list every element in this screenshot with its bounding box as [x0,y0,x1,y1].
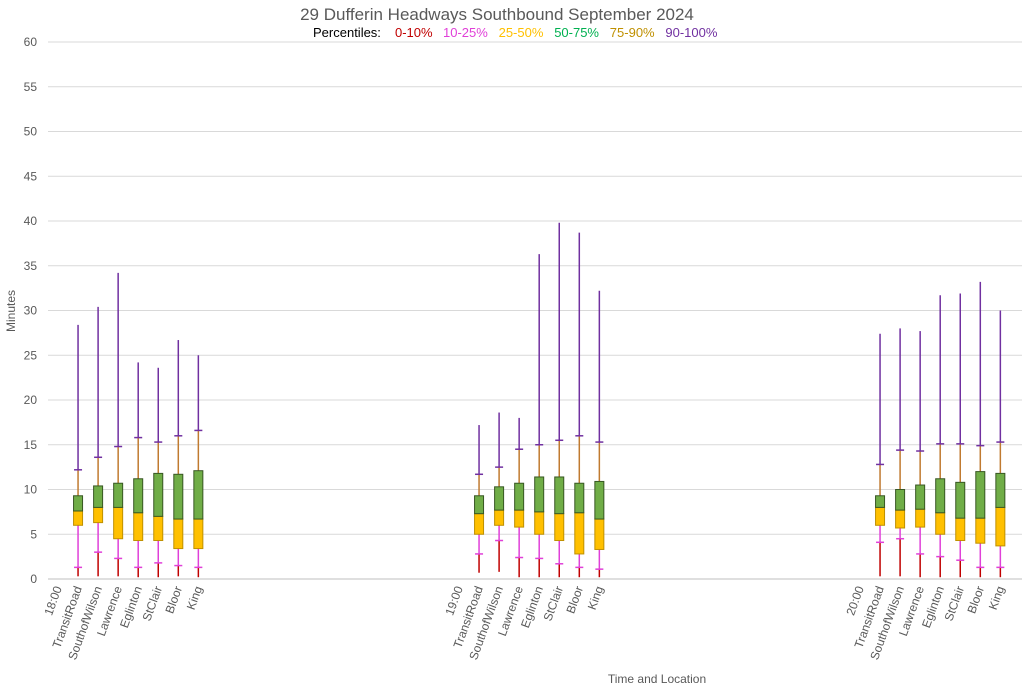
box-25-50 [955,517,966,542]
x-tick-label: King [986,584,1007,611]
x-tick-label: Bloor [162,584,185,615]
box-25-50 [494,509,505,526]
y-axis-ticks: 0 5 10 15 20 25 30 35 40 45 50 55 60 [24,35,38,586]
y-tick-label: 30 [24,304,38,318]
box-50-75 [574,482,585,514]
legend-entry: 75-90% [610,25,655,40]
legend-entry: 10-25% [443,25,488,40]
y-tick-label: 20 [24,393,38,407]
box-25-50 [935,512,946,535]
box-50-75 [554,476,565,515]
box-25-50 [534,511,545,535]
box-25-50 [474,513,485,535]
box-25-50 [594,518,605,550]
y-tick-label: 55 [24,80,38,94]
box-25-50 [514,509,525,528]
box-50-75 [474,495,485,515]
box-50-75 [93,485,104,508]
legend-label: Percentiles: [313,25,381,40]
box-25-50 [574,512,585,555]
x-tick-label: King [184,584,205,611]
box-25-50 [975,517,986,544]
box-50-75 [113,482,124,508]
y-tick-label: 15 [24,438,38,452]
legend-entry: 0-10% [395,25,433,40]
y-tick-label: 45 [24,169,38,183]
box-50-75 [534,476,545,513]
y-tick-label: 0 [30,572,37,586]
box-25-50 [193,518,204,550]
x-tick-label: Bloor [964,584,987,615]
legend-entry: 50-75% [554,25,599,40]
box-50-75 [895,489,906,511]
box-25-50 [173,518,184,550]
y-tick-label: 5 [30,527,37,541]
box-50-75 [955,481,966,519]
gridlines [48,41,1022,580]
box-25-50 [995,506,1006,547]
y-tick-label: 10 [24,483,38,497]
box-50-75 [975,471,986,519]
x-tick-label: King [585,584,606,611]
y-tick-label: 25 [24,348,38,362]
y-tick-label: 35 [24,259,38,273]
y-axis-title: Minutes [4,290,18,332]
box-50-75 [153,472,164,517]
legend-entry: 25-50% [499,25,544,40]
y-tick-label: 60 [24,35,38,49]
box-50-75 [193,470,204,520]
box-50-75 [875,495,886,508]
box-25-50 [133,512,144,542]
box-50-75 [935,478,946,514]
box-25-50 [93,506,104,524]
box-25-50 [113,506,124,540]
legend: Percentiles: 0-10% 10-25% 25-50% 50-75% 75-90… [313,25,718,40]
box-50-75 [494,486,505,511]
box-50-75 [133,478,144,514]
box-marks [73,222,1006,578]
chart-title: 29 Dufferin Headways Southbound Septembe… [300,5,694,24]
y-tick-label: 40 [24,214,38,228]
box-25-50 [895,509,906,529]
box-50-75 [73,495,84,512]
x-tick-label: Bloor [563,584,586,615]
box-50-75 [514,482,525,511]
box-50-75 [594,480,605,520]
box-25-50 [554,513,565,542]
legend-entry: 90-100% [665,25,717,40]
box-50-75 [173,473,184,520]
box-25-50 [915,508,926,528]
box-25-50 [153,515,164,542]
box-25-50 [73,510,84,526]
box-50-75 [995,472,1006,508]
y-tick-label: 50 [24,125,38,139]
x-axis-ticks: 18:00TransitRoadSouthofWilsonLawrenceEgl… [41,584,1007,662]
box-25-50 [875,506,886,526]
x-axis-title: Time and Location [608,672,706,686]
box-50-75 [915,484,926,510]
